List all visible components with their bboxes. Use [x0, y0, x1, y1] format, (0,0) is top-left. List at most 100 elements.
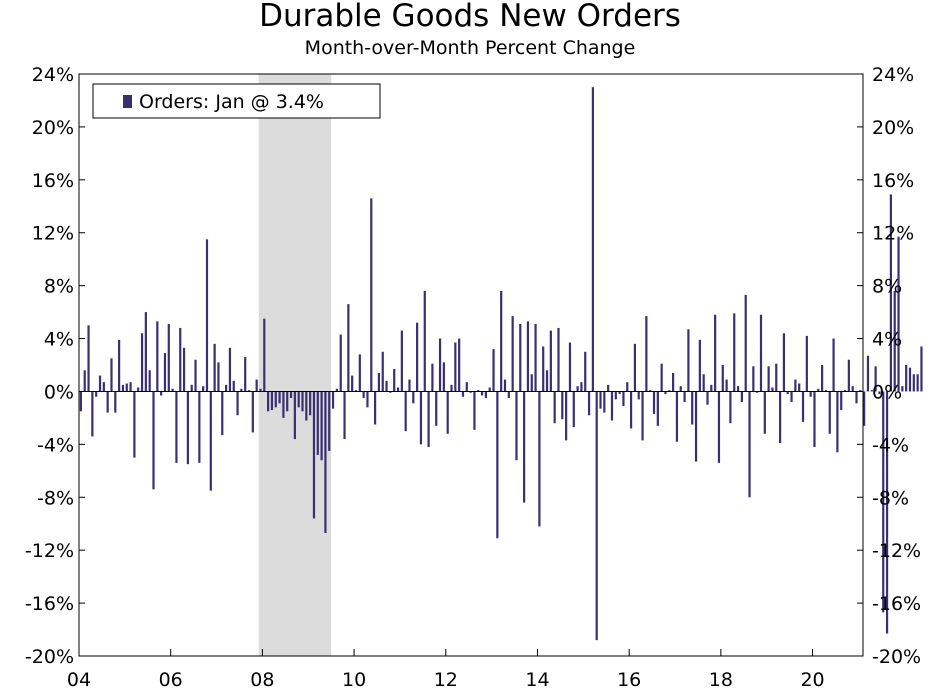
bar [706, 391, 709, 405]
bar [492, 349, 495, 392]
y-tick-label: 4% [44, 329, 74, 351]
bar [232, 380, 235, 392]
bar [247, 390, 251, 392]
x-tick-label: 10 [342, 669, 366, 691]
bar [370, 198, 373, 392]
bar [114, 391, 117, 413]
bar [293, 391, 296, 440]
bar [672, 372, 675, 392]
bar [91, 391, 94, 437]
bar [660, 363, 663, 392]
bar [828, 391, 831, 434]
y-tick-label: -8% [872, 487, 909, 509]
bar [855, 391, 858, 404]
bar [626, 382, 629, 392]
bar [870, 390, 873, 392]
bar [438, 338, 442, 392]
bar [790, 391, 793, 403]
bar [507, 391, 510, 399]
bar [603, 391, 606, 413]
bar [305, 391, 308, 421]
bar [404, 391, 407, 432]
bar [763, 391, 766, 434]
bar [137, 387, 140, 392]
bar [160, 391, 163, 396]
y-tick-label: 20% [32, 117, 74, 139]
bar [477, 390, 480, 392]
bar [259, 388, 262, 392]
bar [377, 372, 381, 392]
x-tick-label: 20 [800, 669, 824, 691]
bar [228, 347, 232, 392]
bar [274, 391, 277, 408]
y-tick-label: 8% [44, 276, 74, 298]
bar [874, 366, 877, 392]
x-tick-label: 14 [525, 669, 549, 691]
y-tick-label: -20% [872, 646, 921, 668]
bar [813, 391, 816, 447]
bar [614, 391, 617, 400]
plot-frame [78, 73, 864, 657]
bar [580, 382, 583, 392]
bar [664, 391, 667, 395]
y-tick-label: 4% [872, 329, 902, 351]
bar [702, 374, 705, 392]
y-tick-label: 24% [872, 64, 914, 86]
y-tick-label: 16% [32, 170, 74, 192]
bar [698, 339, 701, 392]
bar [351, 375, 354, 392]
bar [458, 338, 461, 392]
bar [396, 387, 400, 392]
bar [752, 366, 755, 392]
bar [244, 357, 247, 392]
bar [710, 384, 713, 392]
bar [801, 391, 805, 422]
bar [805, 335, 808, 392]
bar [175, 391, 178, 463]
bar [385, 380, 388, 392]
bar [641, 391, 644, 441]
bar [144, 312, 147, 392]
y-tick-label: -12% [25, 540, 74, 562]
bar [263, 318, 266, 392]
y-tick-label: 12% [872, 223, 914, 245]
x-tick-label: 16 [617, 669, 641, 691]
bar [882, 391, 885, 613]
bar [893, 290, 896, 392]
bar [435, 391, 438, 426]
bar [912, 374, 915, 392]
bar [542, 346, 545, 392]
bar [775, 363, 778, 392]
bar [278, 391, 281, 404]
bar [106, 391, 109, 413]
bar [637, 391, 640, 400]
bar [236, 391, 239, 416]
bar [557, 327, 560, 392]
bar [916, 374, 919, 392]
bar [389, 391, 392, 393]
y-axis-left: 24% 20% 16% 12% 8% 4% 0% -4% -8% -12% -16% -20% [25, 64, 85, 668]
bar [725, 379, 728, 392]
bar [561, 391, 564, 420]
bar [668, 390, 671, 392]
bar [129, 382, 132, 392]
bar [534, 324, 537, 392]
y-tick-label: -4% [872, 434, 909, 456]
bar [607, 384, 610, 392]
bar [225, 384, 228, 392]
bar [694, 391, 698, 462]
bar [488, 387, 491, 392]
bar [519, 324, 522, 392]
x-axis: 04 06 08 10 12 14 16 18 20 [67, 649, 825, 691]
bar [843, 390, 847, 392]
bar [282, 391, 285, 418]
bar [400, 330, 403, 392]
bar [156, 321, 159, 392]
bar [442, 362, 445, 392]
bar [778, 391, 782, 444]
bar-series-orders [79, 87, 923, 641]
bar [809, 391, 812, 397]
bar [538, 391, 541, 527]
bar [186, 391, 189, 465]
bar [251, 391, 254, 433]
